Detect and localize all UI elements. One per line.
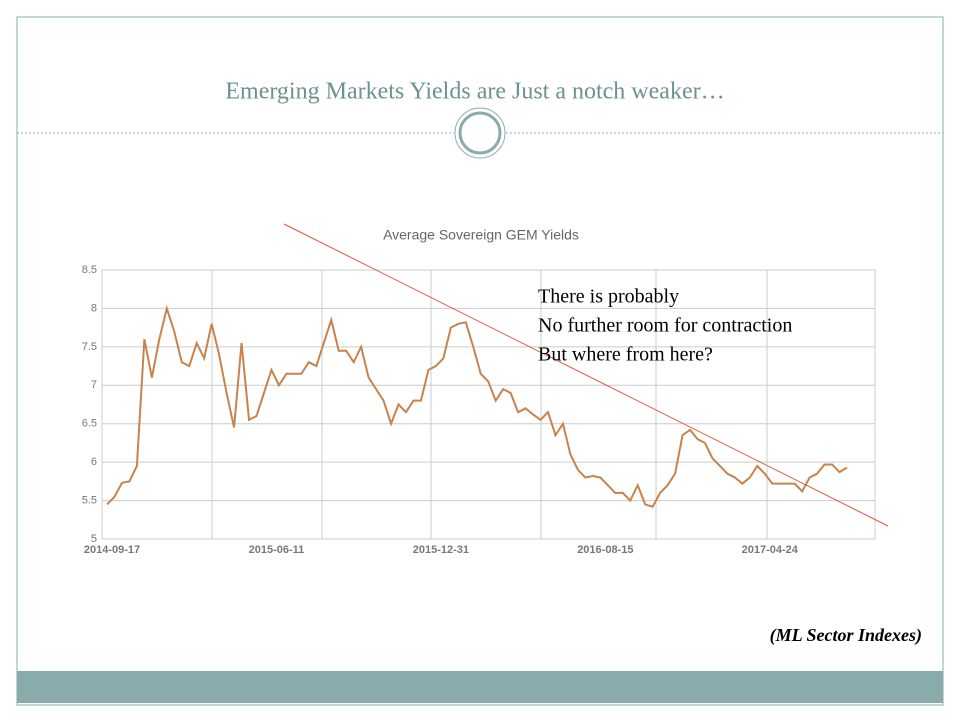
slide-border: [16, 16, 944, 706]
y-tick-label: 6: [91, 456, 97, 468]
divider-circle: [458, 111, 502, 155]
y-tick-label: 8: [91, 302, 97, 314]
y-tick-label: 5.5: [82, 494, 97, 506]
y-tick-label: 5: [91, 533, 97, 545]
slide-title: Emerging Markets Yields are Just a notch…: [225, 79, 724, 105]
series-line: [106, 304, 848, 508]
source-note: (ML Sector Indexes): [770, 625, 922, 646]
annotation: There is probably: [538, 286, 679, 308]
y-tick-label: 7.5: [82, 341, 97, 353]
y-tick-label: 7: [91, 379, 97, 391]
plot: 5 5.5 6 6.5 7 7.5 8 8.5 2014-09-17 2015-06-11 2015…: [82, 264, 875, 556]
x-tick-label: 2016-08-15: [577, 544, 633, 556]
vertical-grid: [211, 270, 768, 539]
annotation: But where from here?: [538, 344, 713, 366]
x-tick-label: 2015-06-11: [249, 544, 305, 556]
annotation: No further room for contraction: [538, 315, 792, 337]
x-tick-label: 2015-12-31: [413, 544, 469, 556]
y-tick-label: 8.5: [82, 264, 97, 276]
x-tick-label: 2017-04-24: [742, 544, 799, 556]
trend-line: [283, 223, 889, 527]
chart-title: Average Sovereign GEM Yields: [383, 227, 579, 243]
x-tick-label: 2014-09-17: [84, 544, 140, 556]
plot-frame: [101, 269, 876, 540]
footer-bar: [17, 671, 943, 703]
y-tick-label: 6.5: [82, 418, 97, 430]
